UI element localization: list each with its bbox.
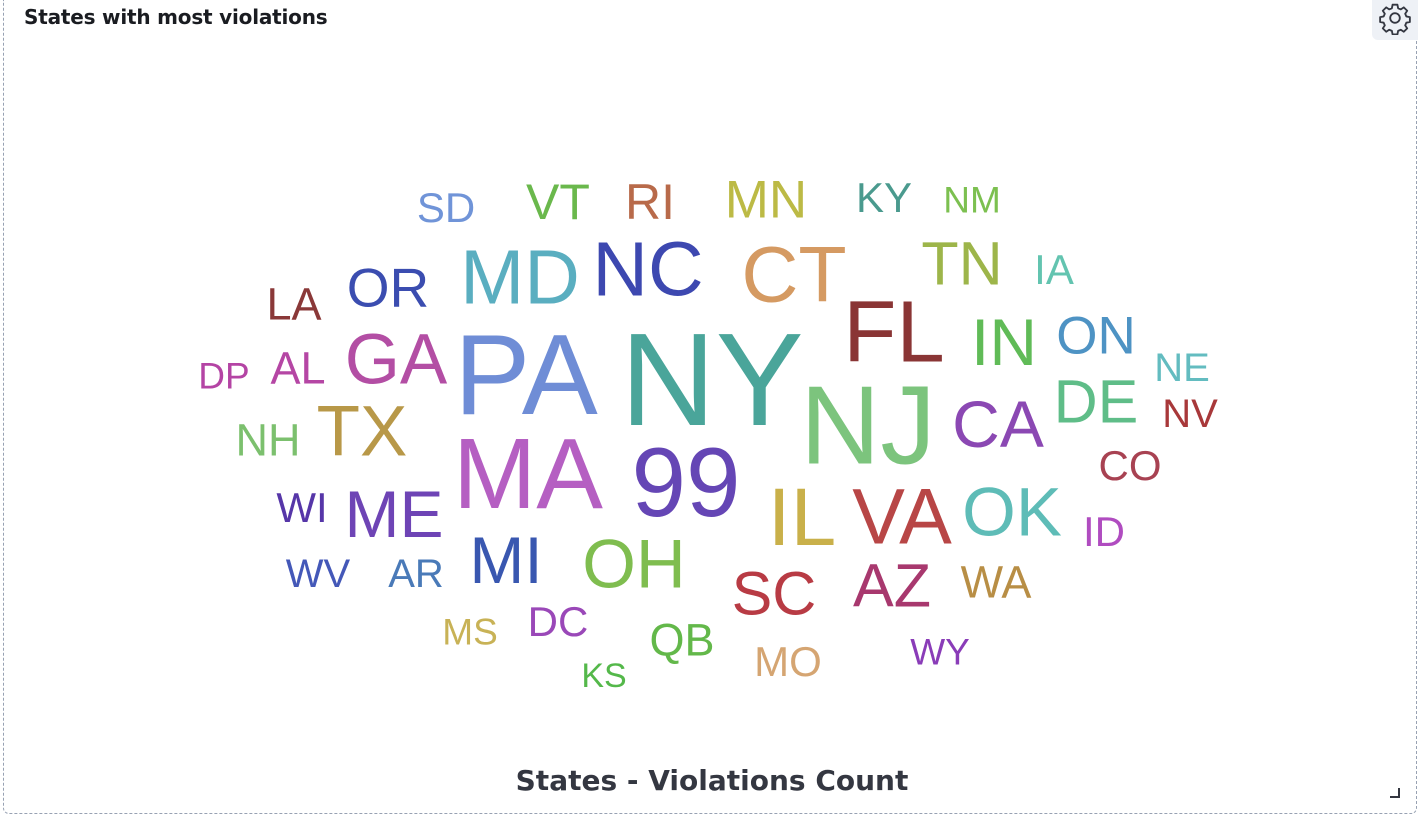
word-cloud-word[interactable]: NY (620, 306, 804, 453)
word-cloud-word[interactable]: MA (453, 418, 603, 530)
word-cloud-word[interactable]: ON (1056, 306, 1136, 366)
word-cloud-word[interactable]: NJ (800, 363, 936, 488)
word-cloud-word[interactable]: NE (1154, 346, 1210, 390)
word-cloud-word[interactable]: RI (625, 174, 675, 230)
word-cloud-word[interactable]: WV (285, 552, 351, 596)
chart-axis-label: States - Violations Count (515, 764, 909, 797)
word-cloud-word[interactable]: TN (921, 229, 1003, 298)
resize-handle[interactable] (1390, 788, 1400, 798)
word-cloud-word[interactable]: 99 (631, 427, 741, 537)
word-cloud-word[interactable]: IN (971, 305, 1037, 379)
word-cloud-word[interactable]: MN (724, 170, 808, 230)
word-cloud-word[interactable]: NH (235, 414, 301, 466)
word-cloud-word[interactable]: FL (843, 283, 945, 381)
word-cloud-word[interactable]: QB (649, 614, 715, 666)
word-cloud-word[interactable]: NV (1162, 392, 1218, 436)
word-cloud-word[interactable]: DE (1053, 367, 1139, 436)
word-cloud-word[interactable]: IL (767, 472, 837, 563)
word-cloud-word[interactable]: SC (731, 559, 817, 628)
word-cloud-word[interactable]: OR (346, 256, 430, 319)
word-cloud-word[interactable]: WA (960, 556, 1032, 608)
word-cloud-word[interactable]: ME (344, 477, 444, 551)
word-cloud-word[interactable]: GA (344, 320, 448, 400)
word-cloud-word[interactable]: ID (1083, 508, 1125, 555)
word-cloud-word[interactable]: MI (469, 523, 543, 597)
word-cloud-word[interactable]: CT (741, 229, 847, 319)
word-cloud-word[interactable]: OH (582, 525, 686, 603)
word-cloud-word[interactable]: TX (316, 392, 408, 472)
word-cloud-word[interactable]: WY (910, 631, 970, 673)
visualization-panel: States with most violations (3, 0, 1418, 814)
word-cloud-word[interactable]: AL (270, 342, 326, 394)
word-cloud-word[interactable]: CO (1098, 442, 1162, 489)
word-cloud-word[interactable]: LA (266, 278, 322, 330)
word-cloud-word[interactable]: OK (962, 473, 1062, 551)
word-cloud-word[interactable]: SD (416, 184, 476, 231)
word-cloud-word[interactable]: DP (198, 355, 250, 397)
panel-title: States with most violations (24, 5, 328, 29)
word-cloud-word[interactable]: NM (943, 179, 1001, 221)
word-cloud-word[interactable]: MS (442, 611, 498, 653)
word-cloud-word[interactable]: NC (592, 226, 704, 313)
word-cloud-word[interactable]: VA (852, 471, 952, 561)
word-cloud-word[interactable]: MO (754, 638, 822, 685)
panel-settings-button[interactable] (1372, 0, 1418, 40)
word-cloud-word[interactable]: IA (1034, 246, 1074, 293)
word-cloud-word[interactable]: KY (855, 174, 913, 221)
word-cloud-word[interactable]: DC (527, 598, 589, 645)
word-cloud-word[interactable]: MD (460, 234, 580, 321)
word-cloud-word[interactable]: AR (388, 552, 444, 596)
word-cloud-word[interactable]: VT (526, 174, 590, 230)
gear-icon (1378, 1, 1412, 40)
word-cloud-word[interactable]: KS (581, 657, 627, 695)
word-cloud-word[interactable]: CA (952, 387, 1044, 461)
word-cloud-word[interactable]: PA (454, 312, 598, 439)
word-cloud-word[interactable]: WI (276, 484, 328, 531)
word-cloud-word[interactable]: AZ (853, 551, 931, 620)
